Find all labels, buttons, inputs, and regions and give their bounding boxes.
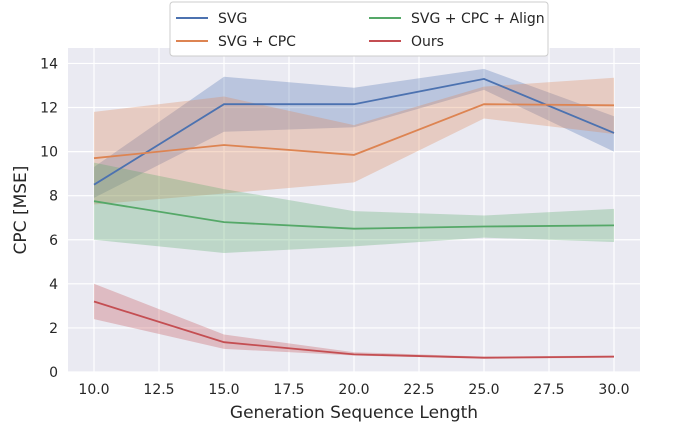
y-tick-label: 6 xyxy=(49,233,58,249)
x-tick-label: 12.5 xyxy=(143,382,174,398)
x-axis-ticks: 10.0 12.5 15.0 17.5 20.0 22.5 25.0 27.5 30.0 xyxy=(78,382,629,398)
legend-label: SVG + CPC + Align xyxy=(411,11,545,27)
legend-label: Ours xyxy=(411,34,444,50)
series-lines xyxy=(93,77,615,359)
x-tick-label: 27.5 xyxy=(533,382,564,398)
x-axis-label: Generation Sequence Length xyxy=(230,403,478,423)
grid xyxy=(68,48,640,373)
x-tick-label: 20.0 xyxy=(338,382,369,398)
x-tick-label: 15.0 xyxy=(208,382,239,398)
series-line xyxy=(93,103,615,160)
y-tick-label: 10 xyxy=(40,145,58,161)
x-tick-label: 22.5 xyxy=(403,382,434,398)
confidence-band xyxy=(94,162,614,253)
legend-box xyxy=(169,1,549,57)
x-tick-label: 10.0 xyxy=(78,382,109,398)
confidence-band xyxy=(94,283,614,359)
series-line xyxy=(93,77,615,186)
x-tick-label: 25.0 xyxy=(468,382,499,398)
y-tick-label: 0 xyxy=(49,365,58,381)
y-tick-label: 8 xyxy=(49,189,58,205)
y-axis-label: CPC [MSE] xyxy=(11,166,31,255)
y-tick-label: 14 xyxy=(40,56,58,72)
y-tick-label: 2 xyxy=(49,321,58,337)
x-tick-label: 30.0 xyxy=(598,382,629,398)
confidence-band xyxy=(94,68,614,198)
confidence-bands xyxy=(94,68,614,359)
y-tick-label: 4 xyxy=(49,277,58,293)
x-tick-label: 17.5 xyxy=(273,382,304,398)
confidence-band xyxy=(94,77,614,205)
series-line xyxy=(93,200,615,230)
series-line xyxy=(93,300,615,359)
y-tick-label: 12 xyxy=(40,101,58,117)
legend: SVG SVG + CPC SVG + CPC + Align Ours xyxy=(169,1,549,57)
legend-label: SVG xyxy=(218,11,247,27)
legend-label: SVG + CPC xyxy=(218,34,296,50)
y-axis-ticks: 0 2 4 6 8 10 12 14 xyxy=(40,56,58,381)
